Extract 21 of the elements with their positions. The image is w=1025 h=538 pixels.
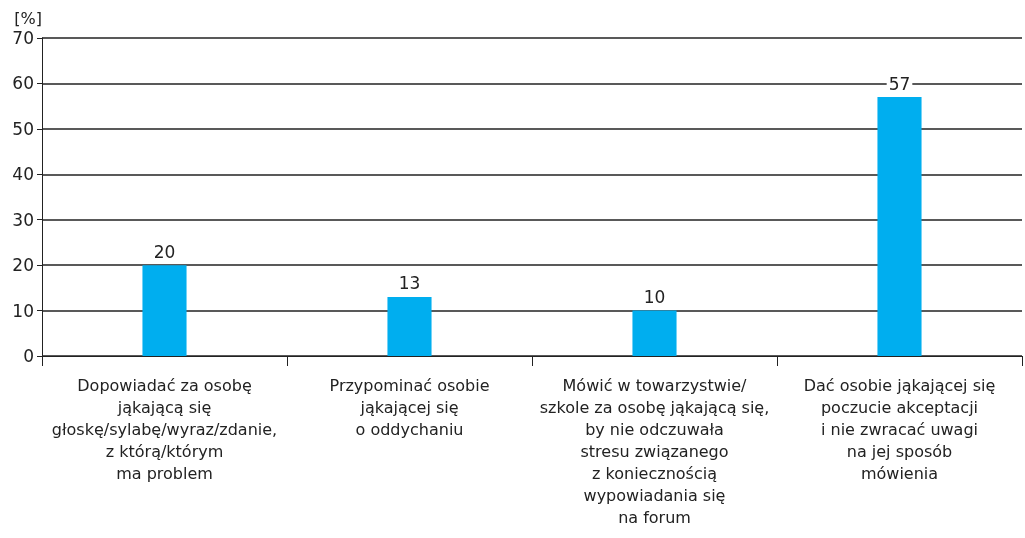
y-tick-label: 10 [12,300,34,321]
x-tick-label: Dopowiadać za osobę jąkającą się głoskę/sylabę/wyraz/zdanie, z którą/którym ma problem [51,375,278,483]
data-label: 10 [643,287,666,308]
y-tick-label: 20 [12,255,34,276]
bar [387,296,432,356]
y-axis-title: [%] [14,8,42,28]
x-tick-label: Dać osobie jąkającej się poczucie akceptacji i nie zwracać uwagi na jej sposób mówienia [803,375,996,483]
y-tick-label: 0 [23,346,34,366]
y-tick-label: 50 [12,118,34,139]
bar [877,97,922,356]
y-tick-label: 40 [12,164,34,185]
data-label: 13 [398,273,421,294]
y-tick-label: 60 [12,73,34,94]
x-tick-label: Mówić w towarzystwie/ szkole za osobę jąkającą się, by nie odczuwała stresu związanego z koniecznością wypowiadania się na forum [539,375,770,527]
data-label: 20 [153,241,176,262]
bar [142,265,187,356]
bar [632,310,677,356]
data-label: 57 [888,73,911,94]
y-tick-label: 70 [12,28,34,48]
y-tick-label: 30 [12,209,34,230]
x-tick-label: Przypominać osobie jąkającej się o oddychaniu [329,375,490,439]
